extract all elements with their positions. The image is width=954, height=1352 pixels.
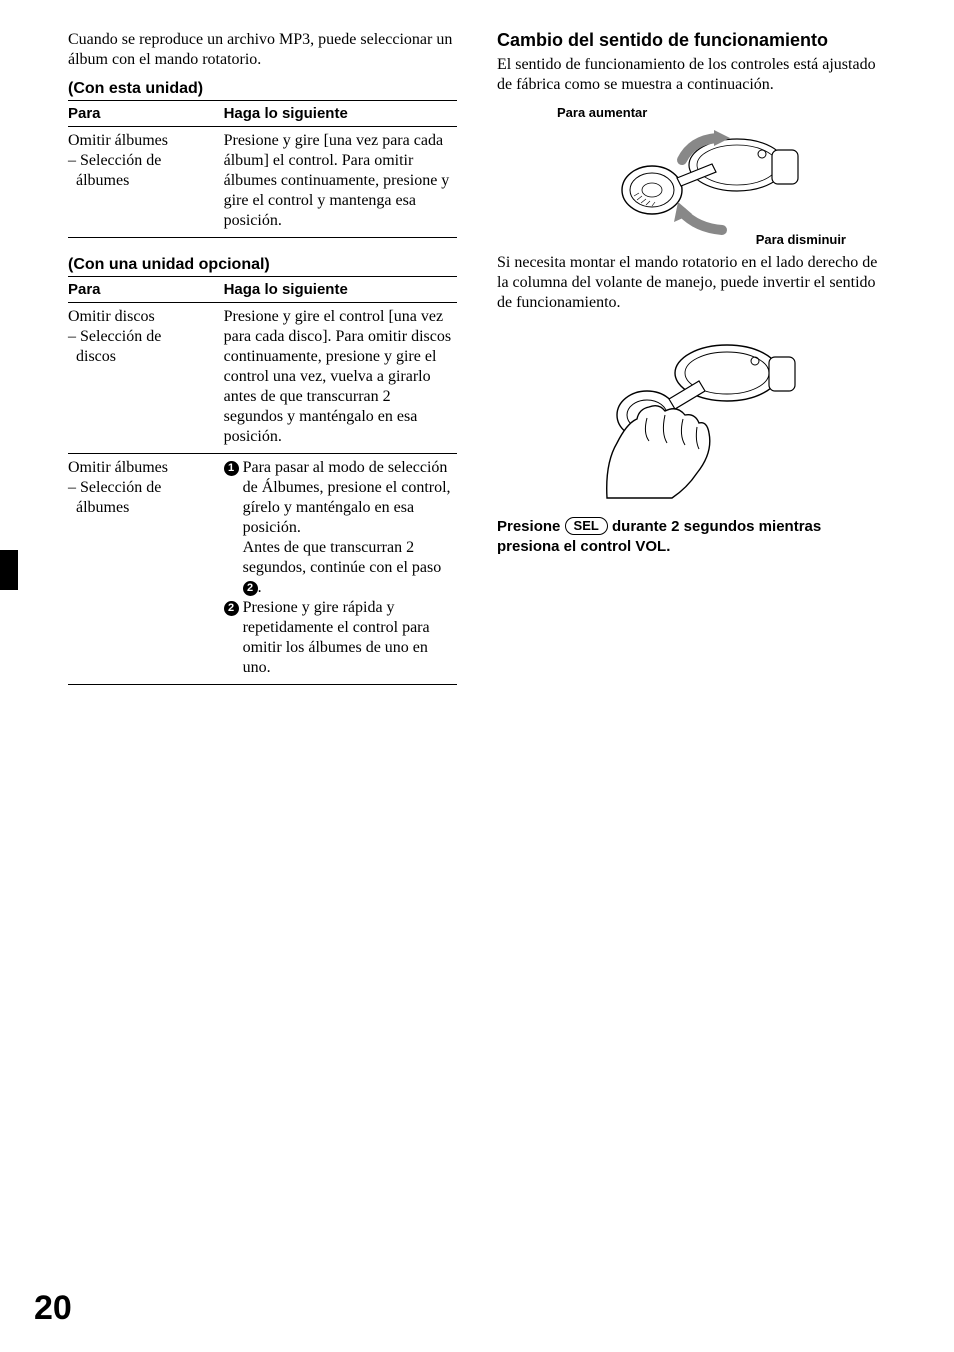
label-aumentar: Para aumentar [557,105,886,120]
table1-label: (Con esta unidad) [68,80,457,98]
right-heading: Cambio del sentido de funcionamiento [497,30,886,51]
table1-r1c1: Omitir álbumes – Selección de álbumes [68,127,224,238]
table1-r1c2: Presione y gire [una vez para cada álbum… [224,127,457,238]
t2r2c1-l2: – Selección de [68,479,161,496]
instr-text-a: Presione [497,518,565,535]
t1r1c1-l3: álbumes [68,171,220,191]
table-con-esta-unidad: Para Haga lo siguiente Omitir álbumes – … [68,100,457,238]
circled-two-icon: 2 [224,601,239,616]
t2r1c1-l3: discos [68,347,220,367]
page-number: 20 [34,1289,72,1328]
table2-h2: Haga lo siguiente [224,277,457,303]
t1r1c1-l1: Omitir álbumes [68,132,168,149]
circled-one-icon: 1 [224,461,239,476]
t2r2c1-l3: álbumes [68,498,220,518]
side-tab [0,550,18,590]
t1r1c1-l2: – Selección de [68,152,161,169]
step1-text-a: Para pasar al modo de selección de Álbum… [243,459,451,536]
table2-r2c1: Omitir álbumes – Selección de álbumes [68,454,224,685]
figure-remote-directions: Para aumentar [497,105,886,247]
hand-remote-icon [577,323,807,503]
table2-r1c2: Presione y gire el control [una vez para… [224,303,457,454]
figure-hand-remote [497,323,886,503]
table-header-row: Para Haga lo siguiente [68,277,457,303]
table-row: Omitir discos – Selección de discos Pres… [68,303,457,454]
table-row: Omitir álbumes – Selección de álbumes Pr… [68,127,457,238]
right-p2: Si necesita montar el mando rotatorio en… [497,253,886,313]
table-row: Omitir álbumes – Selección de álbumes 1 … [68,454,457,685]
remote-diagram-icon [582,120,802,240]
t2r1c1-l1: Omitir discos [68,308,155,325]
page-content: Cuando se reproduce un archivo MP3, pued… [0,0,954,733]
table1-h1: Para [68,101,224,127]
right-column: Cambio del sentido de funcionamiento El … [497,30,886,703]
sel-instruction: Presione SEL durante 2 segundos mientras… [497,517,886,558]
circled-two-ref-icon: 2 [243,581,258,596]
left-column: Cuando se reproduce un archivo MP3, pued… [68,30,457,703]
step-1: 1 Para pasar al modo de selección de Álb… [224,458,453,598]
table2-r1c1: Omitir discos – Selección de discos [68,303,224,454]
step-2: 2 Presione y gire rápida y repetidamente… [224,598,453,678]
right-p1: El sentido de funcionamiento de los cont… [497,55,886,95]
table2-r2c2: 1 Para pasar al modo de selección de Álb… [224,454,457,685]
t2r1c1-l2: – Selección de [68,328,161,345]
step1-text-b: Antes de que transcurran 2 segundos, con… [243,539,442,576]
table-con-unidad-opcional: Para Haga lo siguiente Omitir discos – S… [68,276,457,685]
table-header-row: Para Haga lo siguiente [68,101,457,127]
label-disminuir: Para disminuir [497,232,846,247]
sel-button-icon: SEL [565,517,608,535]
table1-h2: Haga lo siguiente [224,101,457,127]
step2-text: Presione y gire rápida y repetidamente e… [243,598,453,678]
t2r2c1-l1: Omitir álbumes [68,459,168,476]
intro-text: Cuando se reproduce un archivo MP3, pued… [68,30,457,70]
table2-h1: Para [68,277,224,303]
table2-label: (Con una unidad opcional) [68,256,457,274]
